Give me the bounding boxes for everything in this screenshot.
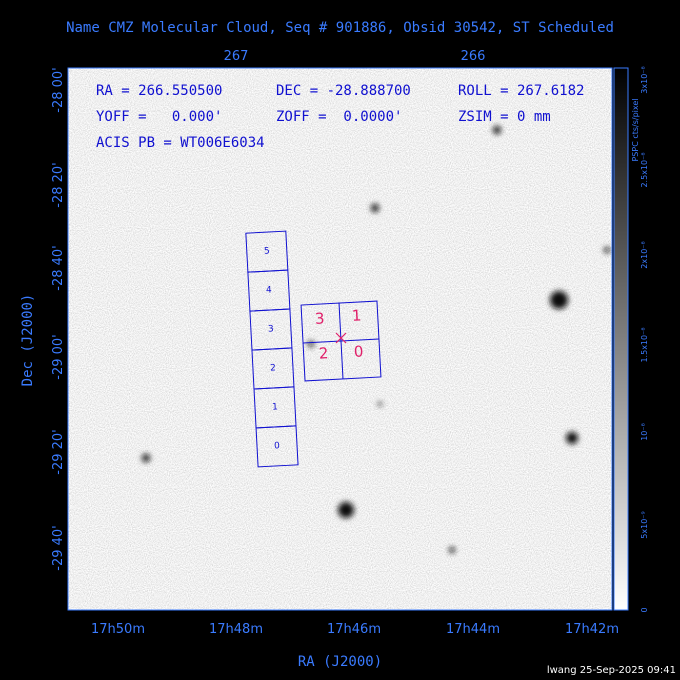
chip-label: 2 xyxy=(270,363,276,373)
colorbar xyxy=(613,67,629,611)
acis-i-array: 0 1 2 3 xyxy=(300,300,382,382)
zoff-text: ZOFF = 0.0000' xyxy=(276,109,402,125)
chip xyxy=(303,338,379,344)
x-top-tick-label: 267 xyxy=(224,49,249,64)
chip-label: 3 xyxy=(268,324,274,334)
x-tick-label: 17h42m xyxy=(565,622,619,637)
zsim-text: ZSIM = 0 mm xyxy=(458,109,551,125)
colorbar-tick-label: 2x10⁻⁸ xyxy=(640,241,649,268)
y-tick-label: -28 00' xyxy=(51,67,66,112)
ra-text: RA = 266.550500 xyxy=(96,83,222,99)
colorbar-label: PSPC cts/s/pixel xyxy=(631,98,640,161)
title: Name CMZ Molecular Cloud, Seq # 901886, … xyxy=(66,20,614,36)
colorbar-tick-label: 10⁻⁸ xyxy=(640,423,649,441)
chip-label: 4 xyxy=(266,285,273,295)
yoff-text: YOFF = 0.000' xyxy=(96,109,222,125)
x-tick-label: 17h48m xyxy=(209,622,263,637)
colorbar-tick-label: 0 xyxy=(640,607,649,612)
colorbar-tick-label: 2.5x10⁻⁸ xyxy=(640,152,649,187)
acis-pb-text: ACIS PB = WT006E6034 xyxy=(96,135,265,151)
aimpoint xyxy=(335,332,347,344)
chip-label: 2 xyxy=(318,344,328,362)
y-tick-label: -28 20' xyxy=(51,162,66,207)
y-tick-label: -29 00' xyxy=(51,334,66,379)
sources xyxy=(142,126,610,553)
roll-text: ROLL = 267.6182 xyxy=(458,83,584,99)
x-tick-label: 17h44m xyxy=(446,622,500,637)
colorbar-tick-label: 3x10⁻⁸ xyxy=(640,66,649,93)
y-axis-label: Dec (J2000) xyxy=(20,294,36,387)
chip-label: 0 xyxy=(353,342,363,360)
chip-label: 1 xyxy=(272,402,278,412)
chip xyxy=(245,230,289,273)
y-tick-label: -29 40' xyxy=(51,525,66,570)
colorbar-tick-label: 1.5x10⁻⁸ xyxy=(640,327,649,362)
footer: lwang 25-Sep-2025 09:41 xyxy=(547,665,676,676)
y-tick-label: -29 20' xyxy=(51,429,66,474)
x-tick-label: 17h46m xyxy=(327,622,381,637)
chip-label: 3 xyxy=(315,309,325,327)
x-axis-label: RA (J2000) xyxy=(298,654,382,670)
dec-text: DEC = -28.888700 xyxy=(276,83,411,99)
chip-label: 1 xyxy=(351,306,361,324)
chip-label: 5 xyxy=(264,246,270,256)
y-tick-label: -28 40' xyxy=(51,245,66,290)
acis-s-array: 0 1 2 3 4 5 xyxy=(245,230,299,468)
x-tick-label: 17h50m xyxy=(91,622,145,637)
chip-label: 0 xyxy=(274,441,281,451)
image-frame xyxy=(67,67,613,611)
x-top-tick-label: 266 xyxy=(461,49,486,64)
colorbar-tick-label: 5x10⁻⁹ xyxy=(640,511,649,538)
